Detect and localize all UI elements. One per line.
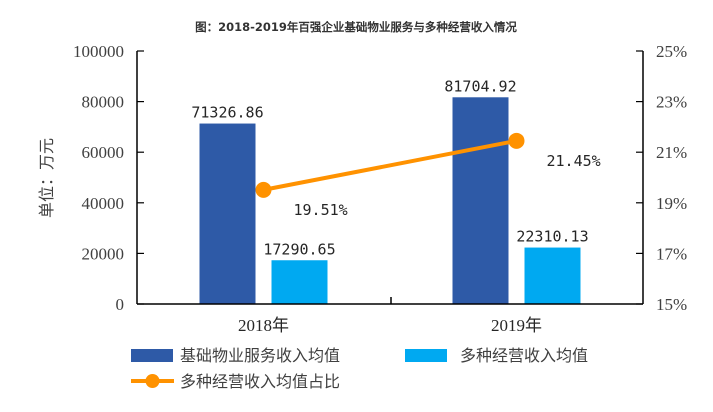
left-axis-ticks: 0 20000 40000 60000 80000 100000	[73, 42, 144, 314]
right-axis-ticks: 15% 17% 19% 21% 23% 25%	[636, 42, 687, 314]
bar-basic-service-0	[199, 123, 256, 304]
legend-label-3: 多种经营收入均值占比	[180, 372, 340, 391]
legend: 基础物业服务收入均值 多种经营收入均值 多种经营收入均值占比	[131, 346, 588, 391]
bar-data-label: 17290.65	[263, 240, 335, 258]
left-tick-label: 40000	[82, 194, 125, 213]
bar-data-label: 22310.13	[516, 228, 588, 246]
bar-data-label: 81704.92	[444, 77, 516, 95]
right-tick-label: 19%	[656, 194, 687, 213]
left-tick-label: 80000	[82, 93, 125, 112]
right-tick-label: 15%	[656, 295, 687, 314]
x-category-label: 2019年	[491, 316, 542, 335]
right-tick-label: 17%	[656, 244, 687, 263]
legend-label-1: 基础物业服务收入均值	[180, 346, 340, 365]
ratio-point-0	[255, 181, 272, 198]
ratio-data-label: 19.51%	[294, 201, 348, 219]
right-tick-label: 21%	[656, 143, 687, 162]
legend-swatch-bar-2	[405, 349, 447, 362]
y-axis-label: 单位：万元	[37, 138, 56, 218]
bar-basic-service-1	[452, 97, 509, 304]
legend-label-2: 多种经营收入均值	[460, 346, 588, 365]
ratio-data-label: 21.45%	[547, 152, 601, 170]
left-tick-label: 60000	[82, 143, 125, 162]
right-tick-label: 25%	[656, 42, 687, 61]
left-tick-label: 0	[116, 295, 125, 314]
bar-data-label: 71326.86	[191, 104, 263, 122]
right-tick-label: 23%	[656, 93, 687, 112]
chart-title: 图：2018-2019年百强企业基础物业服务与多种经营收入情况	[195, 20, 517, 34]
ratio-line	[255, 132, 525, 198]
legend-swatch-bar-1	[131, 349, 173, 362]
x-axis-categories: 2018年 2019年	[238, 316, 542, 335]
legend-swatch-marker	[145, 374, 160, 388]
bar-diversified-1	[524, 247, 581, 304]
bars	[199, 97, 581, 304]
left-tick-label: 20000	[82, 244, 125, 263]
data-labels: 71326.86 17290.65 81704.92 22310.13 19.51% 21…	[191, 77, 600, 258]
ratio-line-path	[263, 138, 517, 192]
x-category-label: 2018年	[238, 316, 289, 335]
ratio-point-1	[508, 132, 525, 149]
bar-diversified-0	[271, 260, 328, 304]
left-tick-label: 100000	[73, 42, 124, 61]
